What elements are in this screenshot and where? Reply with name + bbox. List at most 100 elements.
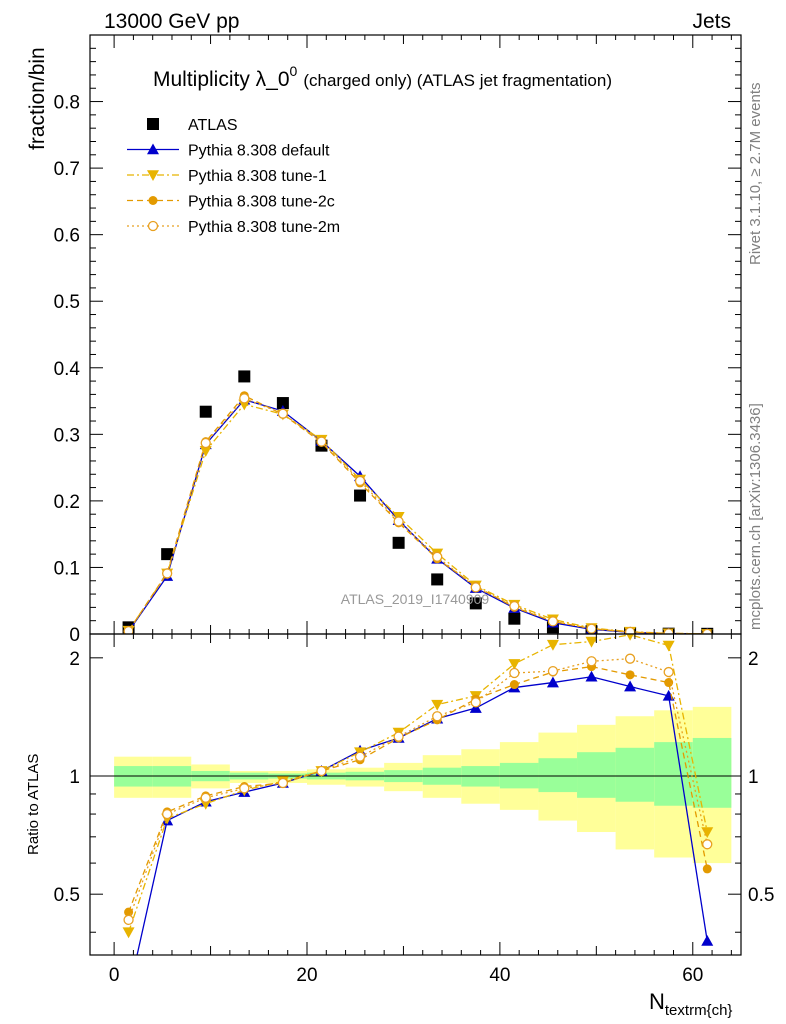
data-point xyxy=(469,597,482,610)
series-pythia-8-308-tune-2m xyxy=(123,393,713,634)
analysis-watermark: ATLAS_2019_I1740909 xyxy=(341,591,490,607)
y-tick-label: 0 xyxy=(69,625,80,646)
plot-title-main: Multiplicity λ_0 xyxy=(153,68,290,91)
ratio-frame xyxy=(89,633,742,956)
y-tick-label: 0.1 xyxy=(54,558,80,579)
ratio-point xyxy=(316,765,327,777)
data-point xyxy=(354,489,367,502)
ratio-point xyxy=(585,636,598,648)
ratio-point xyxy=(702,839,713,850)
ratio-point xyxy=(586,656,597,667)
data-point xyxy=(393,516,404,527)
series-line xyxy=(128,394,708,634)
y-tick-label: 0.5 xyxy=(54,292,80,313)
ratio-point xyxy=(509,667,520,679)
y-tick-label: 0.7 xyxy=(54,159,80,180)
ratio-point xyxy=(162,808,173,820)
ratio-point xyxy=(626,634,634,641)
ratio-series-pythia-8-308-tune-2m xyxy=(123,653,713,926)
ratio-panel: 0.5 0.5 1 1 2 2 xyxy=(54,633,774,998)
plot-title: Multiplicity λ_00 (charged only) (ATLAS j… xyxy=(153,63,612,91)
ratio-point xyxy=(701,934,714,946)
y-tick-label-right: 1 xyxy=(748,767,759,788)
data-point xyxy=(238,370,251,383)
ratio-point xyxy=(624,680,637,692)
legend-marker xyxy=(147,220,159,232)
ratio-point xyxy=(123,987,135,998)
ratio-point xyxy=(662,640,675,652)
ratio-point xyxy=(547,665,559,677)
data-point xyxy=(508,612,521,625)
inner-band-bin xyxy=(538,758,578,793)
ratio-point xyxy=(546,639,559,651)
ratio-point xyxy=(509,680,519,690)
y-tick-label: 0.8 xyxy=(54,93,80,114)
ratio-point xyxy=(625,670,635,680)
y-tick-label: 0.5 xyxy=(54,885,80,906)
y-tick-label-right: 0.5 xyxy=(748,885,774,906)
ratio-point xyxy=(123,914,134,926)
y-tick-label: 0.4 xyxy=(54,359,81,380)
legend-item: Pythia 8.308 tune-2m xyxy=(127,219,340,236)
x-tick-label: 60 xyxy=(682,965,703,986)
main-panel: 0 0.1 0.2 0.3 0.4 0.5 0.6 0.7 0.8 xyxy=(54,34,742,646)
ratio-point xyxy=(624,653,636,664)
ratio-point xyxy=(200,792,211,803)
ratio-point xyxy=(585,670,598,682)
data-point xyxy=(586,623,597,634)
x-tick-label: 40 xyxy=(489,965,510,986)
x-tick-label: 20 xyxy=(296,965,317,986)
data-point xyxy=(432,551,443,562)
legend: ATLAS Pythia 8.308 default Pythia 8.308 tu… xyxy=(127,117,340,236)
y-tick-label: 0.3 xyxy=(54,425,80,446)
data-point xyxy=(276,397,289,410)
x-ticks: 0 20 40 60 xyxy=(109,35,732,986)
legend-marker xyxy=(147,170,159,181)
plot-title-superscript: 0 xyxy=(290,63,298,79)
ratio-point xyxy=(393,731,404,742)
ratio-point xyxy=(702,864,712,874)
header-process-label: Jets xyxy=(692,10,731,33)
series-line xyxy=(128,397,708,634)
x-axis-label-main: N xyxy=(649,989,665,1014)
y-tick-label: 0.2 xyxy=(54,492,80,513)
legend-marker xyxy=(147,118,159,130)
data-point xyxy=(547,616,559,627)
rivet-label: Rivet 3.1.10, ≥ 2.7M events xyxy=(747,83,764,266)
legend-label: Pythia 8.308 tune-2m xyxy=(188,219,340,236)
data-point xyxy=(161,548,174,561)
legend-item: Pythia 8.308 tune-1 xyxy=(127,168,327,185)
mcplots-label: mcplots.cern.ch [arXiv:1306.3436] xyxy=(747,403,764,630)
series-line xyxy=(128,403,708,634)
y-axis-label-ratio: Ratio to ATLAS xyxy=(25,754,42,855)
ratio-point xyxy=(508,659,521,670)
ratio-point xyxy=(432,711,443,722)
ratio-line xyxy=(127,665,708,913)
main-series xyxy=(122,370,714,634)
legend-label: Pythia 8.308 default xyxy=(188,143,330,160)
y-axis-label-main: fraction/bin xyxy=(26,47,49,150)
data-point xyxy=(509,600,520,612)
ratio-line xyxy=(127,658,708,921)
uncertainty-bands xyxy=(114,706,732,864)
y-tick-label: 2 xyxy=(69,649,80,670)
header-energy-label: 13000 GeV pp xyxy=(104,10,239,33)
ratio-point xyxy=(663,666,674,678)
ratio-point xyxy=(664,678,674,688)
legend-item: ATLAS xyxy=(147,117,238,134)
data-point xyxy=(470,582,481,593)
data-point xyxy=(200,437,211,449)
inner-band-bin xyxy=(615,747,655,802)
legend-marker xyxy=(147,143,159,155)
ratio-point xyxy=(431,699,444,711)
inner-band-bin xyxy=(692,737,732,808)
legend-item: Pythia 8.308 default xyxy=(127,143,330,160)
ratio-point xyxy=(546,676,559,688)
legend-label: Pythia 8.308 tune-2c xyxy=(188,194,335,211)
y-ticks-main: 0 0.1 0.2 0.3 0.4 0.5 0.6 0.7 0.8 xyxy=(54,34,741,646)
ratio-point xyxy=(239,783,250,794)
data-point xyxy=(354,475,366,487)
data-point xyxy=(239,393,250,404)
y-tick-label: 0.6 xyxy=(54,226,80,247)
